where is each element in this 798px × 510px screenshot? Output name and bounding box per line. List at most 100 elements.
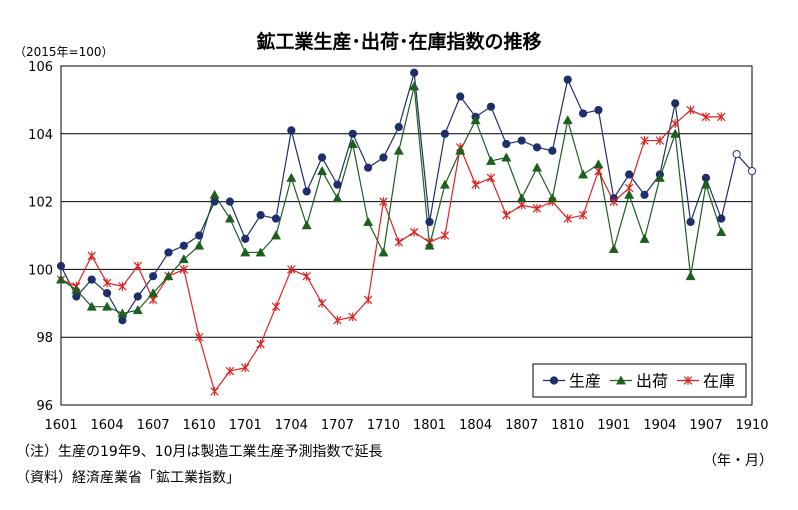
y-tick-label: 106	[28, 60, 53, 75]
y-axis-ticks: 96 98 100 102 104 106	[28, 60, 53, 414]
data-point-生産	[625, 170, 634, 179]
data-point-在庫	[717, 112, 726, 122]
data-point-在庫	[302, 271, 311, 281]
data-point-生産	[317, 153, 327, 162]
data-point-出荷	[455, 145, 466, 155]
legend-box	[532, 363, 747, 398]
data-point-出荷	[102, 301, 113, 311]
data-point-在庫	[363, 295, 373, 305]
data-point-出荷	[516, 193, 527, 203]
data-point-在庫	[348, 312, 357, 322]
data-point-出荷	[363, 216, 374, 226]
data-point-出荷	[378, 247, 389, 257]
data-point-在庫	[194, 332, 204, 342]
data-point-生産	[287, 126, 296, 135]
footnote-source: （資料）経済産業省「鉱工業指数」	[16, 470, 240, 486]
chart-title: 鉱工業生産･出荷･在庫指数の推移	[256, 30, 541, 53]
data-point-在庫	[102, 278, 112, 288]
data-point-在庫	[333, 315, 342, 325]
data-point-生産	[578, 109, 588, 118]
data-point-生産	[195, 231, 204, 240]
forecast-point-生産	[747, 166, 757, 176]
data-point-在庫	[179, 265, 189, 274]
data-point-在庫	[701, 112, 711, 122]
x-tick-label: 1801	[413, 418, 446, 433]
data-point-生産	[87, 275, 96, 284]
data-point-出荷	[624, 189, 635, 199]
data-point-生産	[72, 292, 81, 301]
data-point-生産	[486, 102, 496, 111]
data-point-生産	[517, 136, 526, 145]
data-point-生産	[394, 122, 403, 132]
gridlines	[61, 133, 752, 338]
y-tick-label: 100	[28, 263, 53, 278]
data-point-出荷	[117, 308, 128, 318]
x-tick-label: 1910	[735, 418, 768, 433]
data-point-出荷	[639, 233, 650, 243]
x-tick-label: 1707	[321, 418, 354, 433]
data-point-出荷	[409, 81, 420, 91]
data-point-生産	[717, 214, 726, 223]
data-point-出荷	[347, 138, 358, 148]
data-point-在庫	[256, 339, 265, 349]
data-point-生産	[302, 187, 311, 196]
data-point-生産	[149, 272, 158, 281]
footnote-note: （注）生産の19年9、10月は製造工業生産予測指数で延長	[16, 444, 383, 460]
plot-area	[60, 65, 753, 406]
data-point-在庫	[317, 298, 327, 308]
data-point-出荷	[240, 247, 251, 257]
data-point-生産	[210, 197, 219, 206]
data-point-生産	[594, 105, 603, 115]
series-line-在庫	[60, 109, 722, 393]
data-point-出荷	[547, 193, 558, 203]
data-point-生産	[640, 190, 649, 199]
forecast-line-生産	[720, 152, 753, 219]
data-point-在庫	[379, 197, 388, 206]
x-axis-ticks: 1601 1604 1607 1610 1701 1704 1707 1710 1801 1804…	[44, 418, 768, 433]
data-point-在庫	[471, 180, 480, 190]
data-point-出荷	[163, 271, 174, 281]
data-point-出荷	[332, 193, 343, 203]
data-point-生産	[671, 99, 680, 108]
data-point-出荷	[654, 172, 665, 182]
data-point-生産	[256, 211, 265, 220]
series-line-出荷	[60, 86, 722, 315]
data-point-出荷	[485, 155, 496, 165]
data-point-出荷	[470, 115, 481, 125]
y-unit-label: （2015年=100）	[14, 45, 114, 59]
data-point-在庫	[640, 136, 649, 145]
x-tick-label: 1601	[44, 418, 77, 433]
x-tick-label: 1604	[91, 418, 124, 433]
legend-label: 出荷	[636, 372, 668, 391]
data-point-出荷	[501, 152, 512, 162]
x-tick-label: 1701	[229, 418, 262, 433]
data-point-出荷	[301, 220, 312, 230]
data-point-出荷	[439, 179, 450, 189]
x-tick-label: 1904	[643, 418, 676, 433]
y-tick-label: 96	[36, 399, 53, 414]
x-unit-label: （年・月）	[703, 453, 773, 469]
data-point-在庫	[502, 210, 511, 220]
data-point-出荷	[531, 162, 543, 172]
data-point-在庫	[532, 203, 542, 213]
data-point-出荷	[424, 240, 435, 250]
data-point-出荷	[685, 271, 696, 281]
data-point-在庫	[271, 302, 281, 312]
data-point-在庫	[686, 105, 695, 115]
x-tick-label: 1807	[505, 418, 538, 433]
data-point-出荷	[578, 169, 589, 179]
data-point-出荷	[148, 288, 159, 298]
data-point-生産	[548, 146, 557, 155]
data-point-出荷	[608, 243, 619, 253]
data-point-生産	[686, 217, 695, 227]
data-point-生産	[271, 214, 281, 223]
y-tick-label: 98	[36, 331, 53, 346]
data-point-生産	[348, 129, 357, 138]
data-point-出荷	[194, 240, 205, 250]
data-point-出荷	[716, 226, 727, 237]
data-point-出荷	[562, 115, 573, 125]
data-point-生産	[133, 292, 142, 301]
data-point-生産	[241, 234, 250, 243]
data-point-生産	[102, 289, 112, 298]
